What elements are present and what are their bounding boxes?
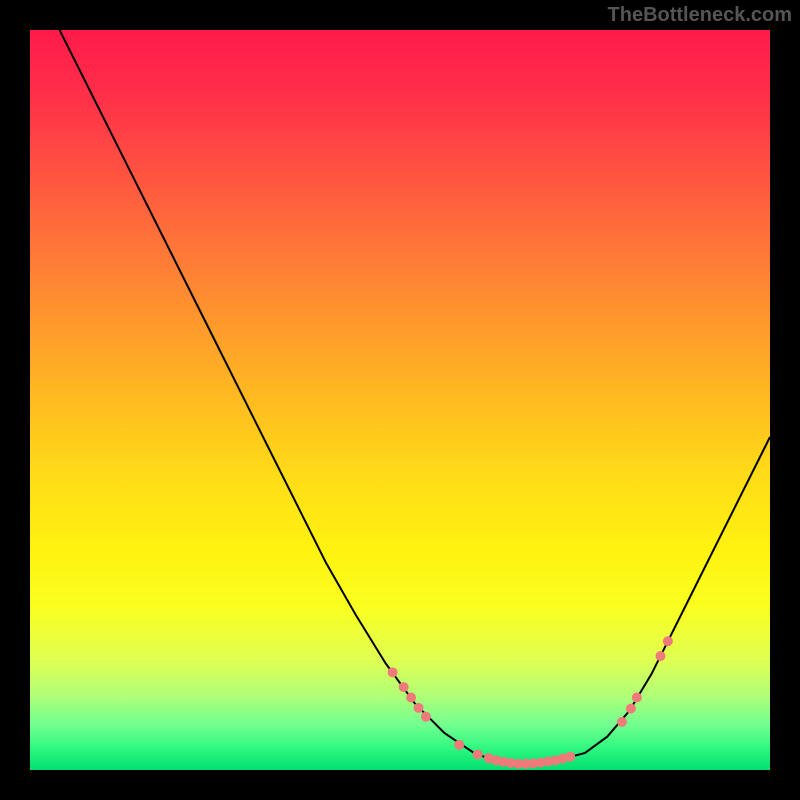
watermark-text: TheBottleneck.com [608, 4, 792, 27]
data-marker [663, 636, 673, 646]
data-marker [454, 740, 464, 750]
data-marker [632, 692, 642, 702]
data-marker [565, 752, 575, 762]
data-marker [406, 692, 416, 702]
data-marker [655, 651, 665, 661]
data-marker [414, 703, 424, 713]
bottleneck-chart [30, 30, 770, 770]
chart-svg [30, 30, 770, 770]
data-marker [399, 682, 409, 692]
data-marker [617, 717, 627, 727]
data-marker [626, 704, 636, 714]
data-marker [421, 712, 431, 722]
data-marker [388, 667, 398, 677]
data-marker [473, 749, 483, 759]
